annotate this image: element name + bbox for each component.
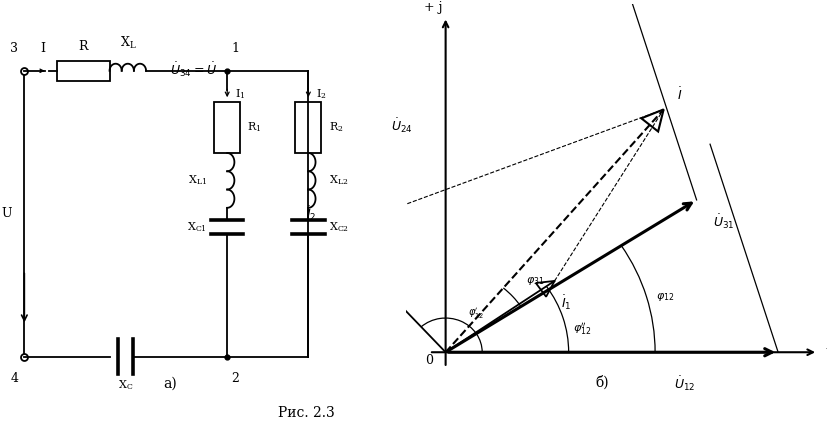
- Text: I: I: [41, 42, 45, 55]
- Text: 1: 1: [231, 42, 239, 55]
- Text: R$_\mathregular{2}$: R$_\mathregular{2}$: [328, 121, 343, 134]
- Text: $\varphi_{12}^{\prime}$: $\varphi_{12}^{\prime}$: [467, 307, 483, 322]
- Text: $\dot{I}_1$: $\dot{I}_1$: [561, 293, 571, 312]
- Text: X$_\mathregular{L2}$: X$_\mathregular{L2}$: [328, 173, 347, 187]
- Text: X$_\mathregular{L1}$: X$_\mathregular{L1}$: [188, 173, 207, 187]
- Text: а): а): [163, 377, 177, 391]
- Text: 2: 2: [231, 372, 239, 385]
- Bar: [214, 102, 240, 153]
- Bar: [295, 102, 321, 153]
- Text: + j: + j: [423, 1, 442, 14]
- Text: 3: 3: [10, 42, 18, 55]
- Text: $\varphi_{12}^{\prime\prime}$: $\varphi_{12}^{\prime\prime}$: [572, 321, 590, 337]
- Text: X$_\mathregular{C2}$: X$_\mathregular{C2}$: [328, 221, 348, 234]
- Text: R: R: [79, 40, 88, 53]
- Text: $\dot{I}$: $\dot{I}$: [676, 87, 681, 103]
- Text: I$_\mathregular{2}$: I$_\mathregular{2}$: [315, 88, 326, 101]
- Text: $\dot{U}_{12}$: $\dot{U}_{12}$: [673, 374, 695, 393]
- Text: X$_\mathregular{L}$: X$_\mathregular{L}$: [119, 35, 136, 51]
- Text: I$_\mathregular{1}$: I$_\mathregular{1}$: [234, 88, 245, 101]
- Text: +: +: [824, 342, 827, 356]
- Text: $\dot{U}_{31}$: $\dot{U}_{31}$: [712, 212, 734, 231]
- Text: R$_\mathregular{1}$: R$_\mathregular{1}$: [247, 121, 261, 134]
- Text: $\dot{I}_2$: $\dot{I}_2$: [306, 204, 316, 223]
- Text: X$_\mathregular{C}$: X$_\mathregular{C}$: [118, 378, 133, 392]
- Text: $\dot{U}_{34}=\dot{U}$: $\dot{U}_{34}=\dot{U}$: [170, 60, 217, 79]
- Text: $\varphi_{12}$: $\varphi_{12}$: [656, 290, 674, 303]
- Text: U: U: [2, 207, 12, 220]
- Text: $\varphi_{31}$: $\varphi_{31}$: [525, 275, 544, 287]
- Text: Рис. 2.3: Рис. 2.3: [278, 406, 334, 420]
- Text: 4: 4: [10, 372, 18, 385]
- Text: $\dot{U}_{24}$: $\dot{U}_{24}$: [390, 116, 412, 135]
- Bar: [57, 61, 109, 80]
- Text: 0: 0: [424, 354, 433, 367]
- Text: X$_\mathregular{C1}$: X$_\mathregular{C1}$: [187, 221, 207, 234]
- Text: б): б): [595, 375, 608, 389]
